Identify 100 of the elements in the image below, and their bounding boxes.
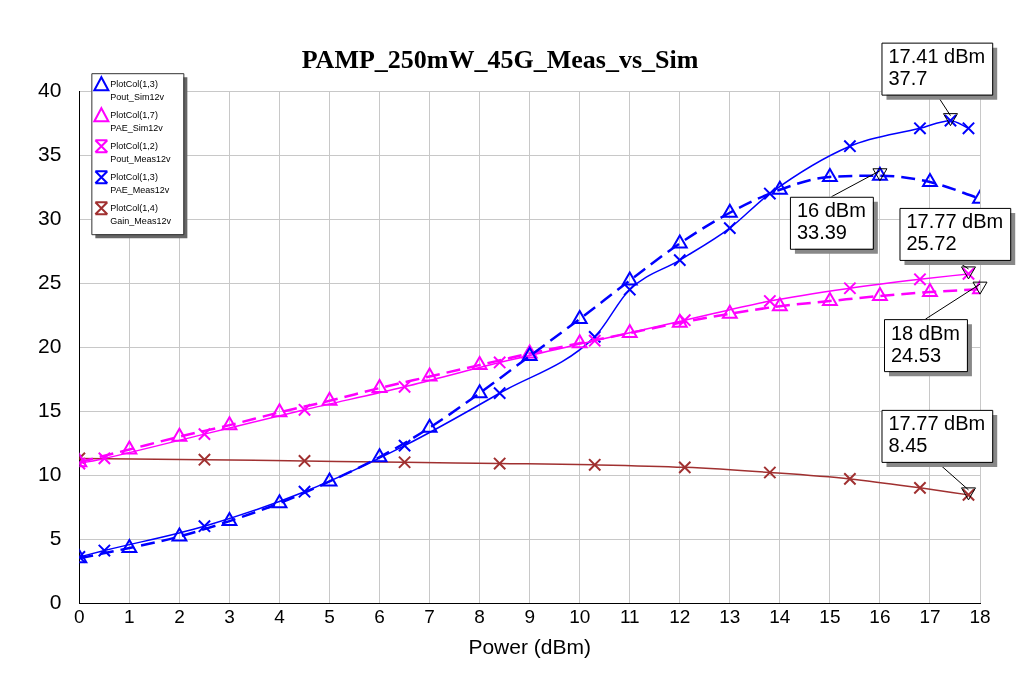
x-tick-label: 16	[869, 605, 891, 627]
point	[121, 440, 138, 455]
point	[493, 355, 507, 370]
point	[197, 519, 212, 533]
x-tick-label: 2	[174, 605, 185, 627]
point	[843, 472, 857, 486]
point	[673, 253, 687, 267]
point	[913, 272, 927, 286]
point	[297, 403, 312, 417]
y-tick-label: 35	[38, 141, 62, 165]
point	[397, 455, 412, 469]
y-tick-label: 5	[49, 525, 62, 549]
x-tick-label: 6	[374, 605, 385, 627]
point	[678, 313, 692, 327]
point	[922, 283, 938, 298]
point	[721, 304, 738, 319]
point	[471, 356, 488, 371]
point	[721, 203, 738, 218]
point	[961, 121, 976, 135]
y-tick-label: 30	[38, 205, 62, 229]
point	[571, 309, 588, 324]
y-tick-label: 10	[38, 461, 62, 485]
point	[671, 234, 688, 249]
legend-label: PlotCol(1,4) Gain_Meas12v	[110, 202, 172, 226]
point	[723, 221, 737, 235]
point	[271, 494, 288, 509]
x-tick-label: 1	[124, 605, 135, 627]
legend-label: PlotCol(1,3) Pout_Sim12v	[110, 78, 165, 102]
point	[913, 481, 927, 495]
point	[321, 391, 338, 406]
point	[421, 367, 438, 382]
x-tick-label: 13	[719, 605, 741, 627]
point	[671, 313, 688, 328]
point	[922, 173, 938, 188]
point	[297, 454, 312, 468]
point	[493, 456, 507, 471]
x-tick-label: 12	[669, 605, 691, 627]
annotation: 17.41 dBm 37.7	[888, 45, 986, 90]
point	[397, 438, 412, 453]
x-tick-label: 17	[919, 605, 941, 627]
point	[197, 427, 212, 441]
x-tick-label: 11	[619, 605, 640, 627]
x-tick-label: 7	[424, 605, 435, 627]
x-tick-label: 0	[74, 605, 85, 627]
point	[771, 297, 788, 312]
annotation: 18 dBm 24.53	[891, 321, 960, 366]
legend-label: PlotCol(1,3) PAE_Meas12v	[110, 171, 170, 195]
point	[913, 121, 927, 135]
point	[821, 167, 838, 182]
point	[621, 271, 638, 286]
point	[621, 324, 638, 339]
y-tick-label: 25	[38, 269, 62, 293]
point	[623, 282, 637, 297]
x-tick-label: 8	[474, 605, 485, 627]
point	[371, 379, 388, 394]
point	[397, 380, 412, 394]
point	[843, 139, 857, 153]
point	[821, 292, 838, 307]
point	[843, 281, 857, 295]
point	[297, 485, 312, 499]
x-tick-label: 5	[324, 605, 335, 627]
x-tick-label: 3	[224, 605, 235, 627]
y-tick-label: 15	[38, 397, 62, 421]
point	[97, 451, 112, 466]
x-tick-label: 14	[769, 605, 791, 627]
point	[221, 512, 238, 527]
point	[571, 334, 588, 349]
y-tick-label: 40	[38, 78, 62, 101]
x-axis-title: Power (dBm)	[468, 635, 591, 659]
point	[471, 384, 488, 399]
point	[763, 294, 777, 308]
point	[321, 472, 338, 487]
annotation: 16 dBm 33.39	[796, 199, 866, 244]
point	[763, 186, 777, 201]
point	[421, 418, 438, 433]
legend-label: PlotCol(1,7) PAE_Sim12v	[110, 109, 164, 133]
point	[221, 416, 238, 431]
point	[588, 334, 602, 348]
point	[678, 460, 692, 475]
point	[872, 286, 888, 301]
point	[771, 180, 788, 195]
point	[588, 458, 602, 472]
x-tick-label: 18	[969, 605, 991, 627]
x-tick-label: 4	[274, 605, 286, 627]
point	[197, 453, 212, 467]
x-tick-label: 10	[569, 605, 591, 627]
point	[171, 427, 188, 442]
point	[121, 538, 138, 553]
annotation: 17.77 dBm 8.45	[888, 412, 986, 457]
y-tick-label: 20	[38, 333, 62, 357]
point	[97, 543, 112, 558]
point	[588, 330, 602, 344]
x-tick-label: 15	[819, 605, 841, 627]
x-tick-label: 9	[524, 605, 535, 627]
point	[763, 465, 777, 480]
legend-label: PlotCol(1,2) Pout_Meas12v	[110, 140, 171, 164]
annotation: 17.77 dBm 25.72	[906, 210, 1004, 255]
point	[271, 403, 288, 418]
chart-title: PAMP_250mW_45G_Meas_vs_Sim	[301, 45, 699, 75]
point	[493, 386, 507, 400]
